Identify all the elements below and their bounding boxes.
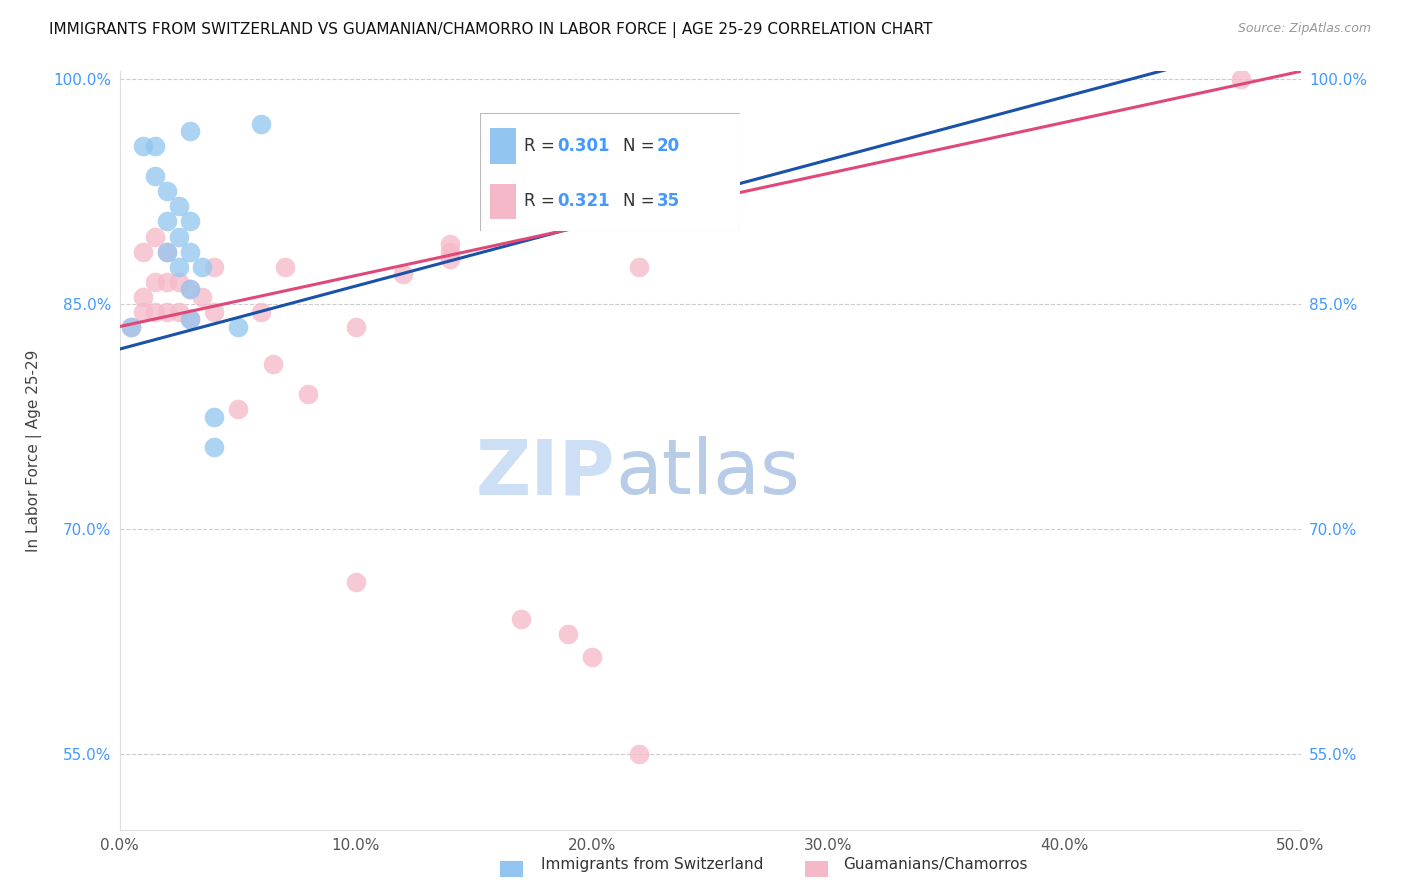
- Point: [156, 867, 179, 881]
- Point: [250, 304, 273, 318]
- Point: [202, 304, 225, 318]
- Text: atlas: atlas: [616, 436, 800, 510]
- Text: Guamanians/Chamorros: Guamanians/Chamorros: [844, 857, 1028, 872]
- Point: [179, 282, 201, 296]
- Point: [202, 409, 225, 424]
- Point: [179, 124, 201, 138]
- Text: Immigrants from Switzerland: Immigrants from Switzerland: [541, 857, 763, 872]
- Point: [344, 574, 367, 589]
- Point: [344, 319, 367, 334]
- Point: [120, 319, 142, 334]
- Point: [143, 139, 166, 153]
- Point: [167, 260, 190, 274]
- Point: [143, 169, 166, 184]
- Point: [510, 612, 533, 626]
- FancyBboxPatch shape: [501, 861, 523, 877]
- Point: [439, 252, 461, 266]
- Point: [191, 260, 214, 274]
- Point: [274, 260, 297, 274]
- Point: [628, 260, 651, 274]
- Point: [156, 244, 179, 259]
- Point: [191, 289, 214, 303]
- Point: [226, 402, 249, 417]
- Point: [156, 304, 179, 318]
- Text: IMMIGRANTS FROM SWITZERLAND VS GUAMANIAN/CHAMORRO IN LABOR FORCE | AGE 25-29 COR: IMMIGRANTS FROM SWITZERLAND VS GUAMANIAN…: [49, 22, 932, 38]
- Point: [156, 185, 179, 199]
- Point: [202, 260, 225, 274]
- Point: [167, 229, 190, 244]
- Point: [179, 282, 201, 296]
- Point: [120, 319, 142, 334]
- Point: [179, 312, 201, 326]
- FancyBboxPatch shape: [806, 861, 828, 877]
- Point: [439, 244, 461, 259]
- Point: [262, 357, 284, 371]
- Point: [1230, 71, 1253, 86]
- Point: [226, 319, 249, 334]
- Point: [557, 627, 579, 641]
- Point: [581, 649, 603, 664]
- Point: [156, 244, 179, 259]
- Point: [143, 229, 166, 244]
- Point: [628, 747, 651, 762]
- Point: [143, 275, 166, 289]
- Point: [156, 214, 179, 228]
- Point: [132, 139, 155, 153]
- Text: Source: ZipAtlas.com: Source: ZipAtlas.com: [1237, 22, 1371, 36]
- Point: [179, 312, 201, 326]
- Point: [132, 244, 155, 259]
- Point: [392, 267, 415, 281]
- Point: [179, 214, 201, 228]
- Y-axis label: In Labor Force | Age 25-29: In Labor Force | Age 25-29: [27, 350, 42, 551]
- Point: [179, 244, 201, 259]
- Point: [202, 440, 225, 454]
- Point: [439, 237, 461, 252]
- Point: [132, 304, 155, 318]
- Point: [250, 117, 273, 131]
- Point: [156, 275, 179, 289]
- Point: [167, 275, 190, 289]
- Point: [167, 304, 190, 318]
- Text: ZIP: ZIP: [477, 436, 616, 510]
- Point: [297, 387, 319, 401]
- Point: [143, 304, 166, 318]
- Point: [167, 199, 190, 213]
- Point: [132, 289, 155, 303]
